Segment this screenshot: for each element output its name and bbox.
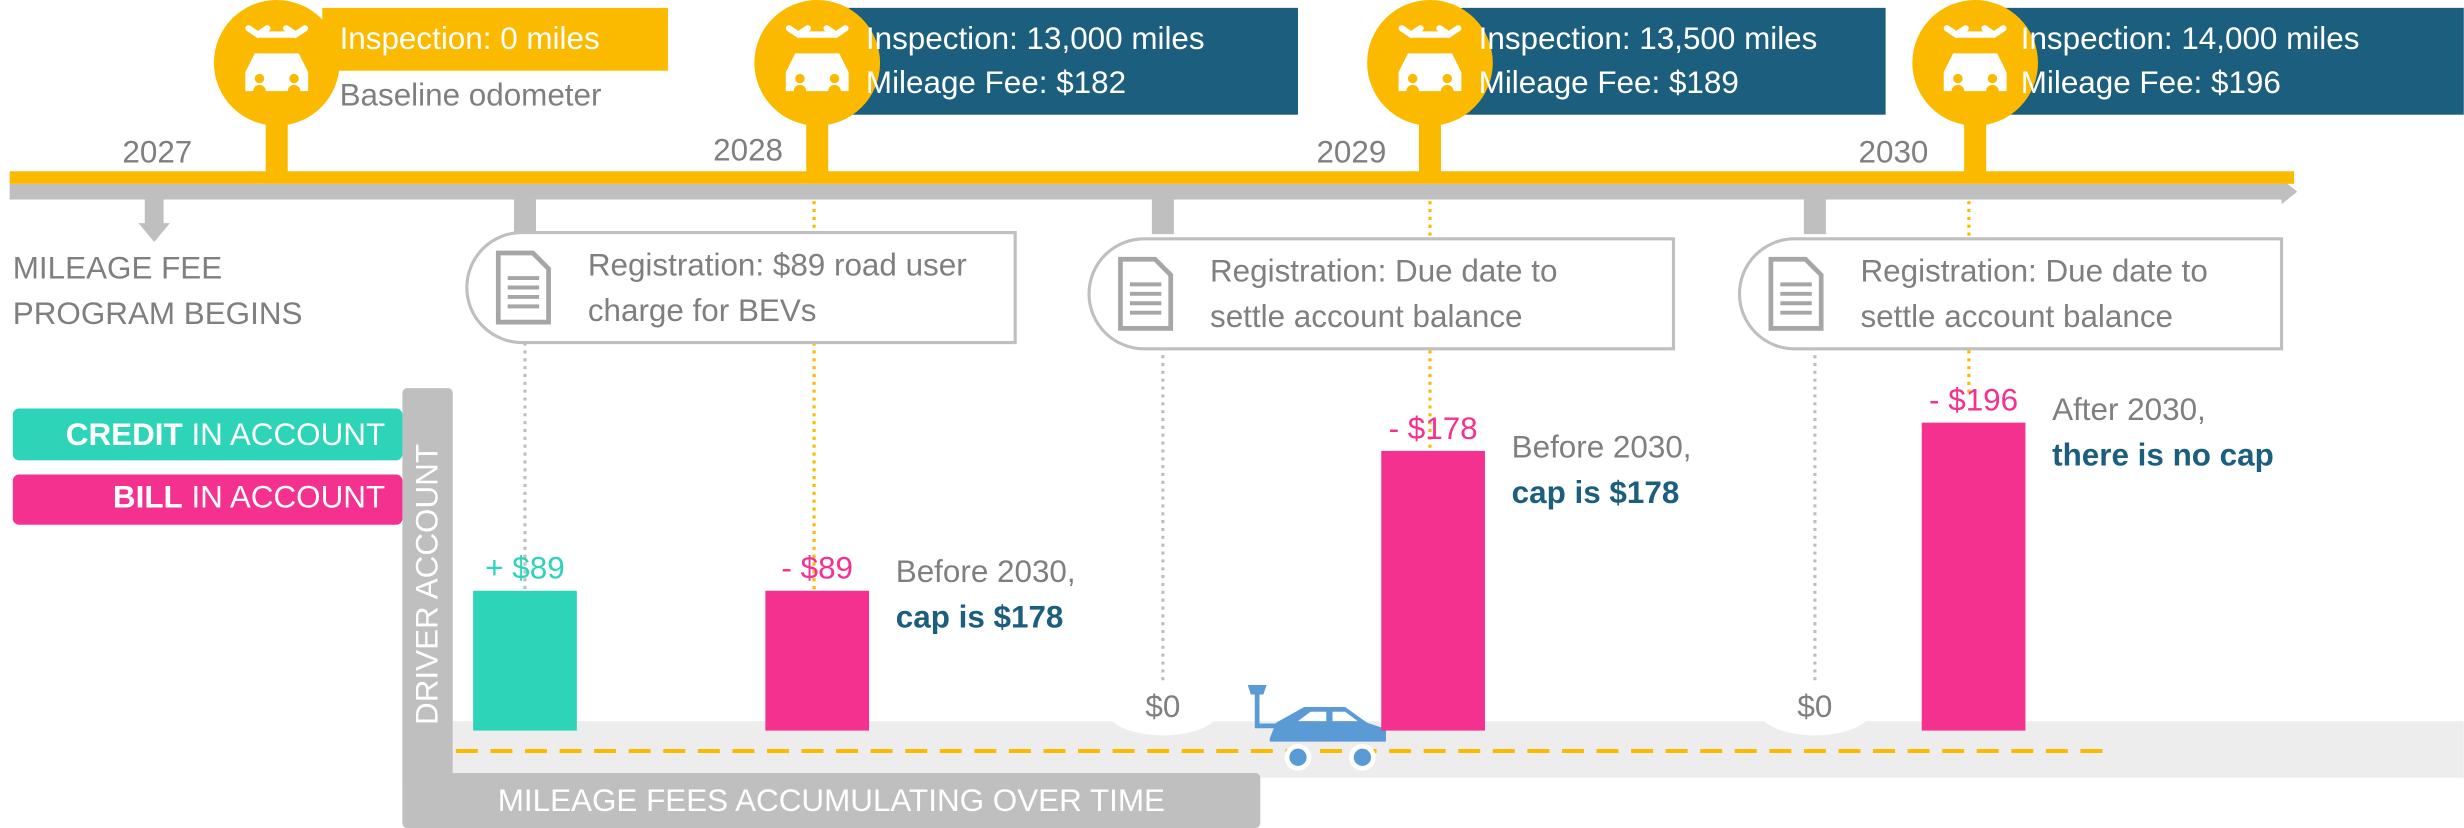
legend-rest: IN ACCOUNT: [191, 417, 385, 452]
bill-bar: [765, 591, 869, 731]
legend-bold: CREDIT: [66, 417, 183, 452]
inspection-text: Inspection: 13,500 miles: [1479, 21, 1818, 56]
registration-stem: [1804, 200, 1826, 235]
registration-text: Registration: $89 road user: [588, 247, 967, 282]
start-arrow: [138, 223, 169, 242]
registration-stem: [1152, 200, 1174, 235]
bill-bar: [1922, 423, 2026, 731]
value-label: - $178: [1389, 411, 1478, 446]
timeline-line: [10, 171, 2294, 184]
x-axis-label: MILEAGE FEES ACCUMULATING OVER TIME: [498, 783, 1165, 818]
inspection-text: Inspection: 0 miles: [340, 21, 600, 56]
document-icon: [1120, 259, 1170, 328]
note-text: Before 2030,: [1512, 430, 1692, 465]
inspection-text: Mileage Fee: $189: [1479, 65, 1739, 100]
year-label: 2028: [713, 133, 783, 168]
registration-text: charge for BEVs: [588, 293, 817, 328]
timeline-base: [10, 184, 2288, 200]
year-label: 2029: [1316, 134, 1386, 169]
note-text: After 2030,: [2052, 392, 2206, 427]
note-text: Before 2030,: [896, 554, 1076, 589]
bill-bar: [1381, 451, 1485, 731]
legend-bill-label: BILL IN ACCOUNT: [113, 480, 385, 515]
value-label: - $89: [781, 551, 853, 586]
note-emphasis: cap is $178: [896, 599, 1064, 634]
inspection-text: Mileage Fee: $196: [2021, 65, 2281, 100]
start-label: PROGRAM BEGINS: [13, 296, 303, 331]
inspection-text: Inspection: 13,000 miles: [866, 21, 1205, 56]
credit-bar: [473, 591, 577, 731]
value-label: $0: [1145, 689, 1180, 724]
inspection-text: Baseline odometer: [340, 78, 602, 113]
start-stem: [145, 200, 164, 225]
note-emphasis: cap is $178: [1512, 475, 1680, 510]
legend-credit-label: CREDIT IN ACCOUNT: [66, 417, 385, 452]
year-label: 2027: [122, 134, 192, 169]
registration-text: settle account balance: [1860, 299, 2173, 334]
page: {"timeline":{"years":["2027","2028","202…: [0, 0, 2464, 828]
document-icon: [1771, 259, 1821, 328]
registration-text: Registration: Due date to: [1210, 254, 1557, 289]
legend-rest: IN ACCOUNT: [191, 480, 385, 515]
note-emphasis: there is no cap: [2052, 438, 2274, 473]
document-icon: [498, 253, 548, 322]
value-label: - $196: [1929, 383, 2018, 418]
legend-bold: BILL: [113, 480, 183, 515]
value-label: $0: [1797, 689, 1832, 724]
registration-stem: [514, 200, 536, 235]
inspection-text: Inspection: 14,000 miles: [2021, 21, 2360, 56]
infographic: DRIVER ACCOUNT MILEAGE FEES ACCUMULATING…: [0, 0, 2464, 828]
inspection-text: Mileage Fee: $182: [866, 65, 1126, 100]
year-label: 2030: [1859, 134, 1929, 169]
value-label: + $89: [485, 551, 564, 586]
registration-text: Registration: Due date to: [1860, 254, 2207, 289]
start-label: MILEAGE FEE: [13, 251, 222, 286]
registration-text: settle account balance: [1210, 299, 1523, 334]
y-axis-label: DRIVER ACCOUNT: [409, 444, 444, 725]
